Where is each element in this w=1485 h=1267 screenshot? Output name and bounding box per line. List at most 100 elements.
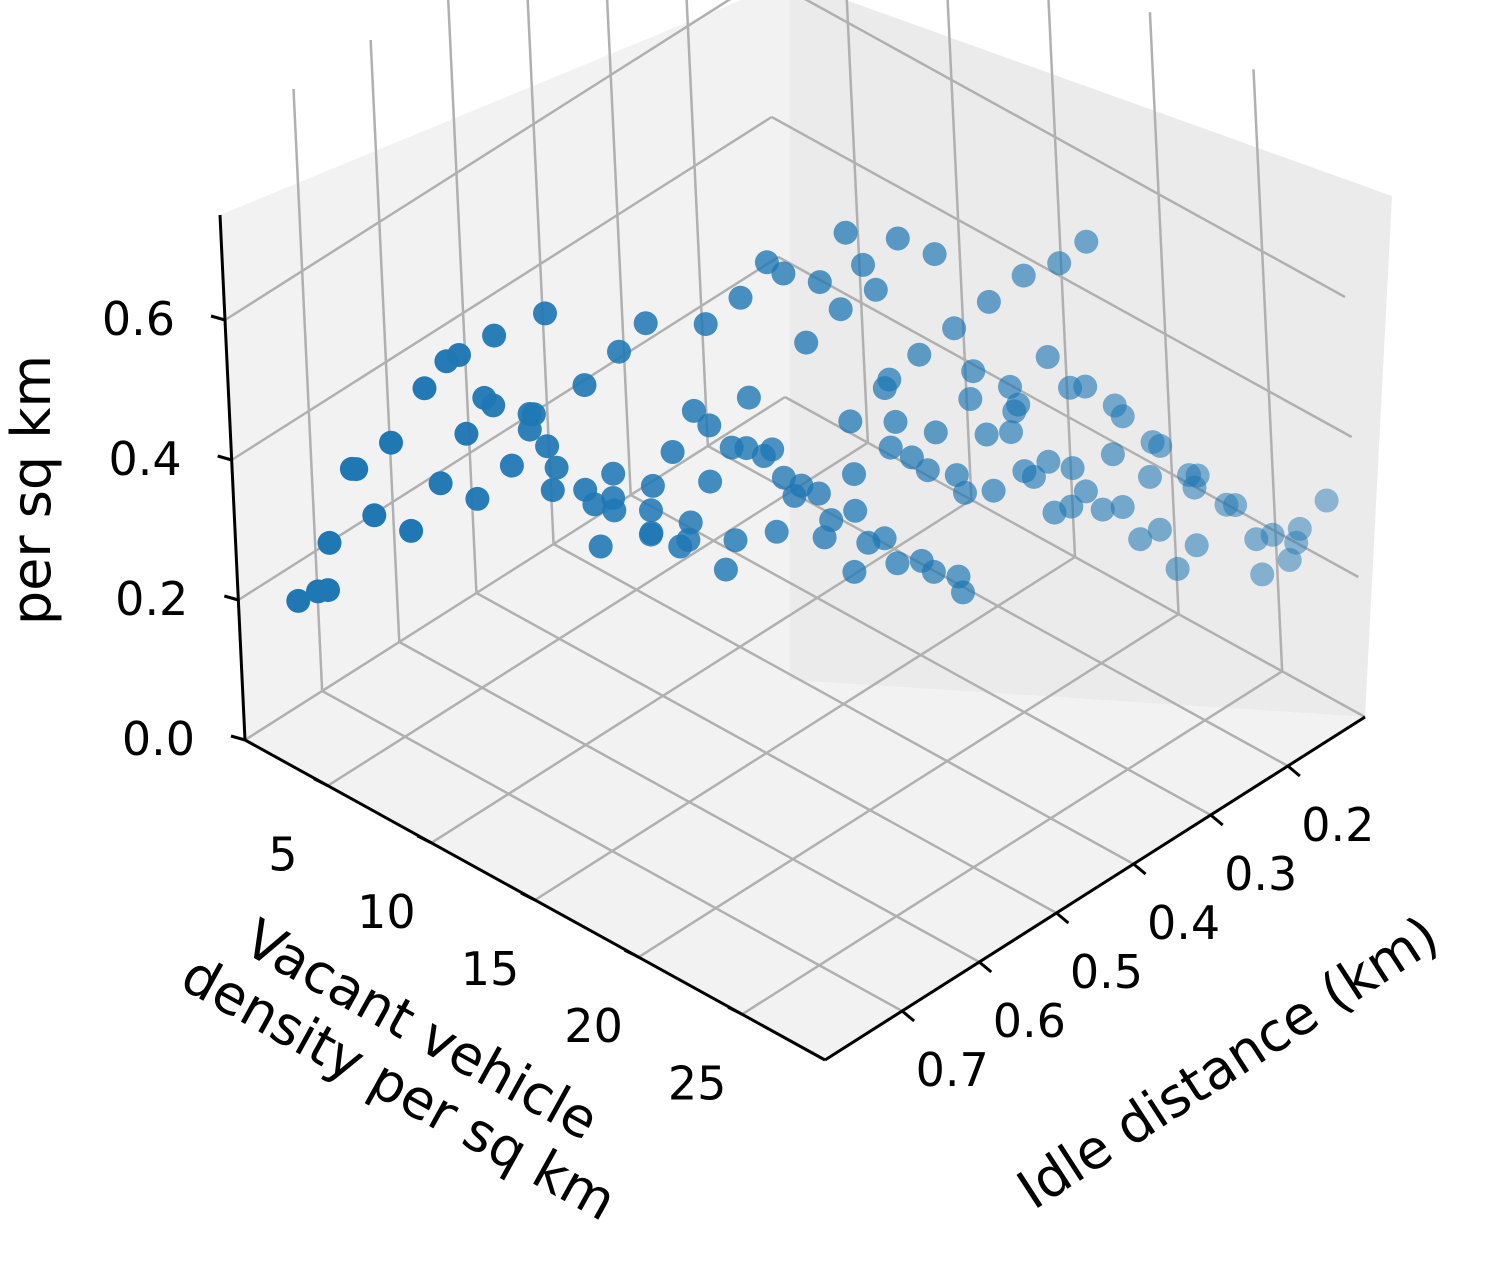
data-point: [573, 477, 598, 502]
gridline-y: [321, 689, 903, 1013]
data-point: [856, 530, 881, 555]
data-point: [736, 385, 761, 410]
data-point: [872, 376, 897, 401]
data-point: [981, 478, 1006, 503]
data-point: [1287, 516, 1312, 541]
x-tick-mark: [416, 834, 433, 845]
data-point: [454, 421, 479, 446]
data-point: [1110, 495, 1135, 519]
x-tick-label: 20: [564, 999, 623, 1053]
data-point: [286, 588, 311, 613]
z-tick-mark: [210, 314, 226, 322]
gridline-z: [777, 255, 1359, 579]
data-point: [719, 435, 744, 460]
data-point: [1147, 517, 1172, 542]
data-point: [633, 311, 658, 336]
y-tick-label: 0.5: [1070, 945, 1143, 999]
data-point: [668, 534, 693, 559]
data-point: [693, 312, 718, 337]
data-point: [812, 525, 837, 550]
data-point: [794, 330, 819, 355]
data-point: [1277, 548, 1302, 572]
data-point: [412, 376, 437, 401]
data-point: [588, 534, 613, 559]
data-point: [660, 440, 685, 464]
data-point: [607, 339, 631, 364]
y-tick-label: 0.4: [1147, 896, 1220, 950]
gridline-y: [369, 39, 401, 643]
gridline-y: [398, 640, 980, 964]
back-left-pane: [220, 0, 790, 740]
data-point: [828, 297, 853, 322]
data-point: [1214, 492, 1239, 517]
data-point: [843, 498, 868, 523]
z-axis-line: [218, 214, 247, 741]
x-tick-mark: [727, 1005, 743, 1016]
data-point: [944, 463, 969, 488]
data-points: [286, 220, 1339, 613]
y-tick-mark: [1209, 813, 1224, 827]
gridline-x: [741, 670, 1283, 1016]
data-point: [640, 473, 665, 498]
data-point: [807, 270, 832, 295]
data-point: [1011, 263, 1036, 288]
y-tick-label: 0.3: [1224, 847, 1297, 901]
data-point: [851, 252, 875, 277]
data-point: [713, 557, 738, 582]
data-point: [465, 486, 490, 511]
data-point: [907, 342, 932, 367]
data-point: [1090, 497, 1115, 522]
gridline-x: [327, 441, 869, 787]
gridline-x: [1148, 12, 1180, 615]
data-point: [771, 465, 796, 490]
data-point: [883, 409, 908, 434]
y-tick-mark: [1055, 911, 1070, 925]
data-point: [306, 579, 330, 604]
data-point: [601, 486, 626, 510]
data-point: [317, 530, 342, 555]
data-point: [1060, 456, 1085, 481]
z-tick-mark: [217, 454, 233, 462]
data-point: [728, 285, 753, 310]
gridline-y: [605, 0, 632, 496]
z-tick-label: 0.6: [102, 292, 175, 346]
y-tick-label: 0.6: [993, 994, 1066, 1048]
data-point: [1177, 463, 1202, 488]
data-point: [923, 420, 948, 445]
data-point: [885, 551, 910, 576]
data-point: [638, 522, 663, 547]
data-point: [1035, 345, 1060, 369]
data-point: [379, 430, 403, 455]
data-point: [428, 471, 453, 496]
data-point: [572, 373, 597, 398]
data-point: [1002, 399, 1027, 424]
z-tick-label: 0.4: [109, 432, 182, 486]
data-point: [1042, 500, 1067, 525]
data-point: [1140, 430, 1165, 455]
data-point: [681, 398, 706, 423]
data-point: [958, 387, 983, 411]
gridline-x: [534, 555, 1076, 902]
data-point: [976, 289, 1001, 314]
data-point: [863, 277, 888, 302]
data-point: [1184, 533, 1209, 558]
data-point: [974, 422, 999, 447]
y-tick-mark: [901, 1009, 916, 1023]
data-point: [723, 528, 748, 553]
data-point: [540, 478, 565, 503]
gridline-z: [804, 0, 1346, 299]
data-point: [842, 559, 867, 584]
data-point: [1102, 393, 1127, 418]
data-point: [999, 420, 1023, 445]
data-point: [697, 413, 722, 438]
data-point: [499, 453, 524, 478]
gridline-z: [771, 115, 1353, 439]
data-point: [842, 462, 866, 487]
data-point: [434, 349, 459, 374]
y-tick-mark: [1132, 862, 1147, 876]
data-point: [915, 458, 940, 483]
axis-panes: [220, 0, 1392, 1060]
data-point: [1244, 527, 1269, 552]
y-axis-line: [824, 715, 1366, 1062]
data-point: [922, 242, 947, 267]
